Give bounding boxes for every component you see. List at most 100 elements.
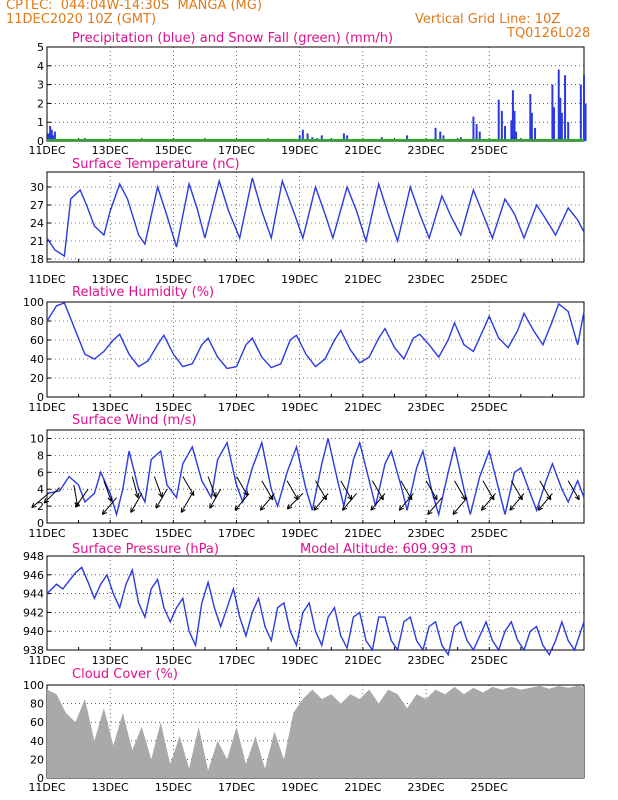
temp-xtick-label: 21DEC [344, 273, 381, 286]
wind-arrow [101, 497, 117, 515]
wind-arrow [315, 480, 327, 501]
precip-frame [46, 46, 585, 142]
precip-bar [298, 135, 301, 141]
temp-ytick-label: 18 [30, 253, 44, 266]
wind-xtick-label: 13DEC [92, 527, 129, 540]
precip-bar [301, 129, 304, 141]
wind-arrow [400, 480, 413, 501]
wind-arrow-head [287, 506, 293, 510]
wind-arrow [153, 476, 163, 498]
pressure-xtick-label: 25DEC [471, 654, 508, 667]
pressure-xtick-label: 15DEC [155, 654, 192, 667]
pressure-series-line [46, 566, 585, 657]
precip-bar [442, 135, 445, 141]
wind-arrow-head [399, 507, 405, 511]
wind-arrow-head [75, 504, 81, 508]
precip-bar [557, 69, 560, 141]
wind-arrow-head [480, 505, 484, 511]
wind-ytick-label: 8 [37, 449, 44, 462]
wind-arrow [340, 480, 353, 501]
wind-arrow-head [31, 505, 37, 509]
pressure-xtick-label: 21DEC [344, 654, 381, 667]
wind-ytick-label: 4 [37, 483, 44, 496]
temp-xtick-label: 17DEC [218, 273, 255, 286]
precip-bar [53, 131, 56, 141]
rh-xtick-label: 11DEC [28, 401, 65, 414]
wind-arrow-head [313, 505, 316, 511]
wind-xtick-label: 15DEC [155, 527, 192, 540]
wind-arrow [131, 476, 139, 498]
cloud-xtick-label: 25DEC [471, 781, 508, 794]
precip-bar [475, 124, 478, 141]
wind-arrow [481, 493, 496, 511]
temp-xtick-label: 13DEC [92, 273, 129, 286]
wind-arrow-head [102, 511, 108, 515]
wind-arrow [259, 493, 275, 511]
precip-bar [306, 133, 309, 141]
precip-ytick-label: 0 [37, 135, 44, 148]
rh-xtick-label: 21DEC [344, 401, 381, 414]
rh-xtick-label: 15DEC [155, 401, 192, 414]
precip-bar [551, 84, 554, 141]
wind-arrow-head [161, 492, 163, 498]
wind-arrow [425, 480, 438, 501]
wind-arrow-head [234, 505, 237, 511]
wind-series-line [46, 438, 585, 518]
wind-title: Surface Wind (m/s) [72, 413, 196, 428]
pressure-xtick-label: 11DEC [28, 654, 65, 667]
wind-arrow-head [137, 492, 140, 498]
rh-frame [46, 301, 585, 398]
wind-arrow [75, 488, 89, 508]
wind-arrow-head [432, 496, 438, 501]
wind-arrow-head [452, 509, 455, 515]
precip-bar [497, 99, 500, 141]
wind-arrow [454, 480, 466, 501]
rh-xtick-label: 19DEC [281, 401, 318, 414]
precip-bar [584, 103, 587, 141]
pressure-xtick-label: 19DEC [281, 654, 318, 667]
header-model-code: TQ0126L028 [507, 26, 591, 41]
wind-arrow-head [157, 493, 163, 498]
precip-xtick-label: 25DEC [471, 144, 508, 157]
precip-bar [552, 107, 555, 141]
precip-bar [47, 133, 50, 141]
precip-bar [478, 131, 481, 141]
rh-xtick-label: 13DEC [92, 401, 129, 414]
rh-panel: 11DEC 13DEC 15DEC 17DEC 19DEC 21DEC 23DEC 25DEC… [23, 285, 585, 414]
wind-arrow-head [130, 509, 136, 513]
temp-xtick-label: 15DEC [155, 273, 192, 286]
temp-ytick-label: 30 [30, 181, 44, 194]
wind-arrow-head [134, 493, 139, 499]
precip-bar [530, 112, 533, 141]
precip-bar [564, 75, 567, 141]
wind-arrow [182, 476, 195, 496]
precip-bar [529, 94, 532, 141]
temp-xtick-label: 25DEC [471, 273, 508, 286]
wind-xtick-label: 19DEC [281, 527, 318, 540]
cloud-ytick-label: 0 [37, 772, 44, 785]
wind-arrow-head [110, 496, 113, 502]
cloud-xtick-label: 11DEC [28, 781, 65, 794]
wind-arrow [207, 476, 217, 498]
wind-arrow-head [101, 509, 105, 515]
pressure-title: Surface Pressure (hPa) [72, 542, 219, 557]
rh-ytick-label: 20 [30, 372, 44, 385]
precip-bar [504, 125, 507, 141]
pressure-frame [46, 555, 585, 651]
wind-arrow [286, 480, 299, 501]
rh-ytick-label: 40 [30, 353, 44, 366]
wind-arrow-head [461, 496, 466, 501]
wind-arrow-head [43, 500, 49, 504]
rh-ytick-label: 80 [30, 315, 44, 328]
wind-arrow [371, 480, 384, 501]
pressure-ytick-label: 942 [23, 606, 44, 619]
wind-ytick-label: 0 [37, 517, 44, 530]
wind-arrow [452, 497, 468, 515]
wind-arrow-head [286, 504, 290, 510]
cloud-xtick-label: 21DEC [344, 781, 381, 794]
wind-arrow-head [537, 505, 540, 511]
pressure-ytick-label: 948 [23, 550, 44, 563]
precip-xtick-label: 13DEC [92, 144, 129, 157]
wind-arrow [43, 487, 60, 504]
